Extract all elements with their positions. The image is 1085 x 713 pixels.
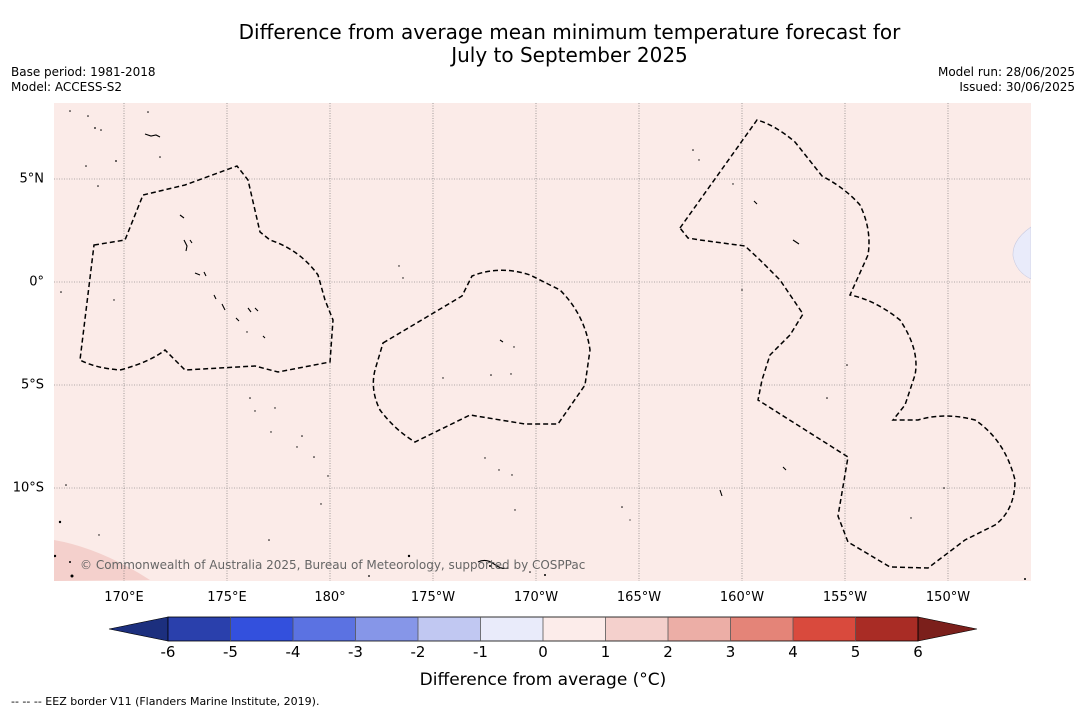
issued-text: Issued: 30/06/2025	[959, 80, 1075, 94]
map-background	[54, 103, 1031, 581]
colorbar-extend-low	[108, 616, 169, 642]
map-title: Difference from average mean minimum tem…	[0, 21, 1085, 67]
colorbar-bin	[605, 617, 668, 641]
meta-left: Base period: 1981-2018 Model: ACCESS-S2	[11, 65, 156, 95]
island-dots	[54, 110, 1026, 580]
gridlines	[54, 103, 1031, 581]
lat-label: 5°N	[19, 171, 45, 187]
eez-border-central	[372, 269, 591, 443]
eez-border-east	[679, 119, 1016, 569]
colorbar-bin	[855, 617, 918, 641]
colorbar-tick: 2	[663, 643, 673, 661]
colorbar-bin	[730, 617, 793, 641]
colorbar-tick: 0	[538, 643, 548, 661]
island-outlines	[144, 133, 800, 570]
colorbar-title: Difference from average (°C)	[419, 670, 667, 690]
lat-label: 10°S	[12, 480, 44, 496]
warm-anomaly-patch	[54, 540, 150, 581]
colorbar-extend-high	[917, 616, 978, 642]
eez-legend-note: -- -- -- EEZ border V11 (Flanders Marine…	[11, 695, 320, 708]
colorbar-tick: 1	[600, 643, 611, 661]
cool-anomaly-patch	[1012, 226, 1031, 280]
lon-label: 160°W	[719, 590, 765, 605]
colorbar-bin	[168, 617, 231, 641]
colorbar-tick: -2	[410, 643, 426, 661]
colorbar-bin	[293, 617, 356, 641]
colorbar-tick: 5	[850, 643, 861, 661]
lon-label: 175°W	[410, 590, 456, 605]
colorbar-bin	[543, 617, 606, 641]
colorbar-bin	[230, 617, 293, 641]
lon-label: 165°W	[616, 590, 662, 605]
colorbar-tick: -5	[223, 643, 238, 661]
map-area	[54, 103, 1031, 581]
lon-label: 175°E	[207, 590, 247, 605]
model-run-text: Model run: 28/06/2025	[937, 65, 1075, 79]
lon-label: 170°W	[513, 590, 559, 605]
lat-label: 0°	[29, 274, 44, 290]
base-period-text: Base period: 1981-2018	[11, 65, 156, 79]
map-title-line1: Difference from average mean minimum tem…	[238, 20, 901, 44]
lon-label: 155°W	[822, 590, 868, 605]
model-text: Model: ACCESS-S2	[11, 80, 123, 94]
colorbar-bin	[793, 617, 856, 641]
meta-right: Model run: 28/06/2025 Issued: 30/06/2025	[938, 65, 1075, 95]
colorbar-tick: 6	[913, 643, 923, 661]
colorbar-tick: 3	[725, 643, 736, 661]
lon-label: 180°	[314, 590, 346, 605]
lon-label: 150°W	[925, 590, 971, 605]
colorbar-bin	[668, 617, 731, 641]
colorbar-bin	[418, 617, 481, 641]
map-title-line2: July to September 2025	[451, 43, 688, 67]
colorbar-tick: 4	[788, 643, 798, 661]
eez-border-west	[79, 165, 334, 373]
colorbar-bin	[355, 617, 418, 641]
colorbar-tick: -4	[285, 643, 301, 661]
copyright-text: © Commonwealth of Australia 2025, Bureau…	[80, 558, 586, 572]
eez-borders	[79, 119, 1016, 569]
colorbar-tick: -3	[348, 643, 363, 661]
colorbar-tick: -6	[160, 643, 176, 661]
lon-label: 170°E	[104, 590, 144, 605]
colorbar-bin	[480, 617, 543, 641]
lat-label: 5°S	[20, 377, 44, 393]
colorbar	[108, 616, 978, 642]
colorbar-dividers	[230, 617, 856, 641]
colorbar-tick: -1	[473, 643, 488, 661]
